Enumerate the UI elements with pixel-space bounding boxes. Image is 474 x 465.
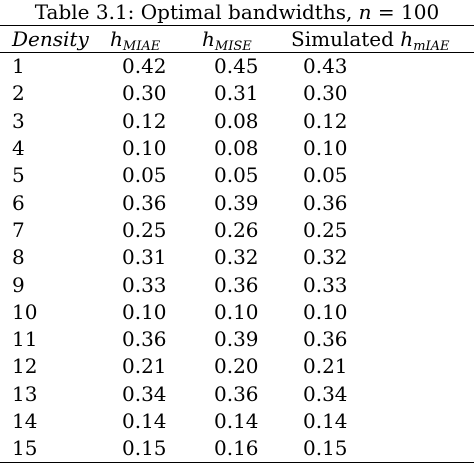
cell-density: 9 <box>12 272 25 297</box>
cell-h-mise: 0.08 <box>214 136 259 161</box>
cell-simulated-h-miae: 0.15 <box>303 436 348 461</box>
cell-h-mise: 0.08 <box>214 108 259 133</box>
cell-h-miae: 0.36 <box>122 190 167 215</box>
cell-simulated-h-miae: 0.10 <box>303 136 348 161</box>
table-row: 15 0.15 0.16 0.15 <box>0 435 474 462</box>
cell-simulated-h-miae: 0.34 <box>303 381 348 406</box>
cell-h-miae: 0.34 <box>122 381 167 406</box>
cell-h-mise: 0.39 <box>214 190 259 215</box>
cell-h-miae: 0.25 <box>122 217 167 242</box>
header-h-mise: hMISE <box>202 26 252 54</box>
table-row: 7 0.25 0.26 0.25 <box>0 217 474 244</box>
header-h-mise-base: h <box>202 27 215 51</box>
cell-simulated-h-miae: 0.10 <box>303 299 348 324</box>
caption-prefix: Table 3.1: Optimal bandwidths, <box>34 0 359 24</box>
cell-density: 5 <box>12 163 25 188</box>
cell-density: 13 <box>12 381 38 406</box>
cell-h-miae: 0.12 <box>122 108 167 133</box>
cell-simulated-h-miae: 0.14 <box>303 409 348 433</box>
table-row: 13 0.34 0.36 0.34 <box>0 381 474 408</box>
table-row: 12 0.21 0.20 0.21 <box>0 353 474 380</box>
cell-h-miae: 0.31 <box>122 245 167 270</box>
cell-density: 4 <box>12 136 25 161</box>
cell-simulated-h-miae: 0.43 <box>303 54 348 79</box>
cell-h-mise: 0.05 <box>214 163 259 188</box>
table-row: 14 0.14 0.14 0.14 <box>0 408 474 435</box>
header-h-miae-base: h <box>110 27 123 51</box>
cell-h-mise: 0.39 <box>214 327 259 352</box>
caption-suffix: = 100 <box>371 0 440 24</box>
header-simulated-h-miae: Simulated hmIAE <box>291 26 450 54</box>
table-row: 11 0.36 0.39 0.36 <box>0 326 474 353</box>
cell-h-miae: 0.42 <box>122 54 167 79</box>
table-row: 1 0.42 0.45 0.43 <box>0 53 474 80</box>
cell-density: 2 <box>12 81 25 106</box>
cell-simulated-h-miae: 0.36 <box>303 327 348 352</box>
cell-density: 6 <box>12 190 25 215</box>
bandwidth-table: 1 0.42 0.45 0.43 2 0.30 0.31 0.30 3 0.12 0.08 0.12 4… <box>0 53 474 462</box>
cell-h-miae: 0.15 <box>122 436 167 461</box>
cell-h-mise: 0.31 <box>214 81 259 106</box>
cell-density: 15 <box>12 436 38 461</box>
header-simulated-prefix: Simulated <box>291 27 401 51</box>
header-rule <box>0 52 474 53</box>
table-row: 2 0.30 0.31 0.30 <box>0 80 474 107</box>
cell-h-mise: 0.32 <box>214 245 259 270</box>
cell-h-miae: 0.33 <box>122 272 167 297</box>
cell-density: 7 <box>12 217 25 242</box>
top-rule <box>0 25 474 26</box>
cell-density: 10 <box>12 299 38 324</box>
table-row: 9 0.33 0.36 0.33 <box>0 271 474 298</box>
table-caption: Table 3.1: Optimal bandwidths, n = 100 <box>0 0 474 24</box>
cell-simulated-h-miae: 0.05 <box>303 163 348 188</box>
cell-h-mise: 0.14 <box>214 409 259 433</box>
table-row: 3 0.12 0.08 0.12 <box>0 108 474 135</box>
table-row: 8 0.31 0.32 0.32 <box>0 244 474 271</box>
header-simulated-base: h <box>400 27 414 51</box>
table-row: 10 0.10 0.10 0.10 <box>0 299 474 326</box>
cell-h-miae: 0.10 <box>122 299 167 324</box>
table-row: 6 0.36 0.39 0.36 <box>0 189 474 216</box>
cell-simulated-h-miae: 0.32 <box>303 245 348 270</box>
cell-h-miae: 0.21 <box>122 354 167 379</box>
cell-density: 12 <box>12 354 38 379</box>
cell-density: 8 <box>12 245 25 270</box>
cell-simulated-h-miae: 0.30 <box>303 81 348 106</box>
cell-h-miae: 0.10 <box>122 136 167 161</box>
cell-density: 1 <box>12 54 25 79</box>
table-row: 5 0.05 0.05 0.05 <box>0 162 474 189</box>
cell-h-miae: 0.05 <box>122 163 167 188</box>
cell-h-mise: 0.26 <box>214 217 259 242</box>
header-h-miae-subscript: MIAE <box>122 39 161 54</box>
header-h-mise-subscript: MISE <box>214 39 252 54</box>
bottom-rule <box>0 462 474 463</box>
cell-density: 3 <box>12 108 25 133</box>
cell-h-miae: 0.36 <box>122 327 167 352</box>
cell-simulated-h-miae: 0.25 <box>303 217 348 242</box>
cell-h-mise: 0.45 <box>214 54 259 79</box>
caption-n-variable: n <box>358 0 372 24</box>
cell-density: 11 <box>12 327 38 352</box>
cell-h-miae: 0.14 <box>122 409 167 433</box>
header-h-miae: hMIAE <box>110 26 161 54</box>
header-simulated-subscript: mIAE <box>413 39 450 54</box>
cell-simulated-h-miae: 0.21 <box>303 354 348 379</box>
cell-h-mise: 0.10 <box>214 299 259 324</box>
cell-simulated-h-miae: 0.33 <box>303 272 348 297</box>
cell-density: 14 <box>12 409 38 433</box>
cell-h-mise: 0.36 <box>214 381 259 406</box>
cell-simulated-h-miae: 0.36 <box>303 190 348 215</box>
cell-h-miae: 0.30 <box>122 81 167 106</box>
header-density-label: Density <box>12 27 89 51</box>
cell-h-mise: 0.16 <box>214 436 259 461</box>
table-row: 4 0.10 0.08 0.10 <box>0 135 474 162</box>
cell-h-mise: 0.36 <box>214 272 259 297</box>
table-body: 1 0.42 0.45 0.43 2 0.30 0.31 0.30 3 0.12 0.08 0.12 4… <box>0 53 474 462</box>
cell-h-mise: 0.20 <box>214 354 259 379</box>
cell-simulated-h-miae: 0.12 <box>303 108 348 133</box>
header-density: Density <box>12 26 89 52</box>
